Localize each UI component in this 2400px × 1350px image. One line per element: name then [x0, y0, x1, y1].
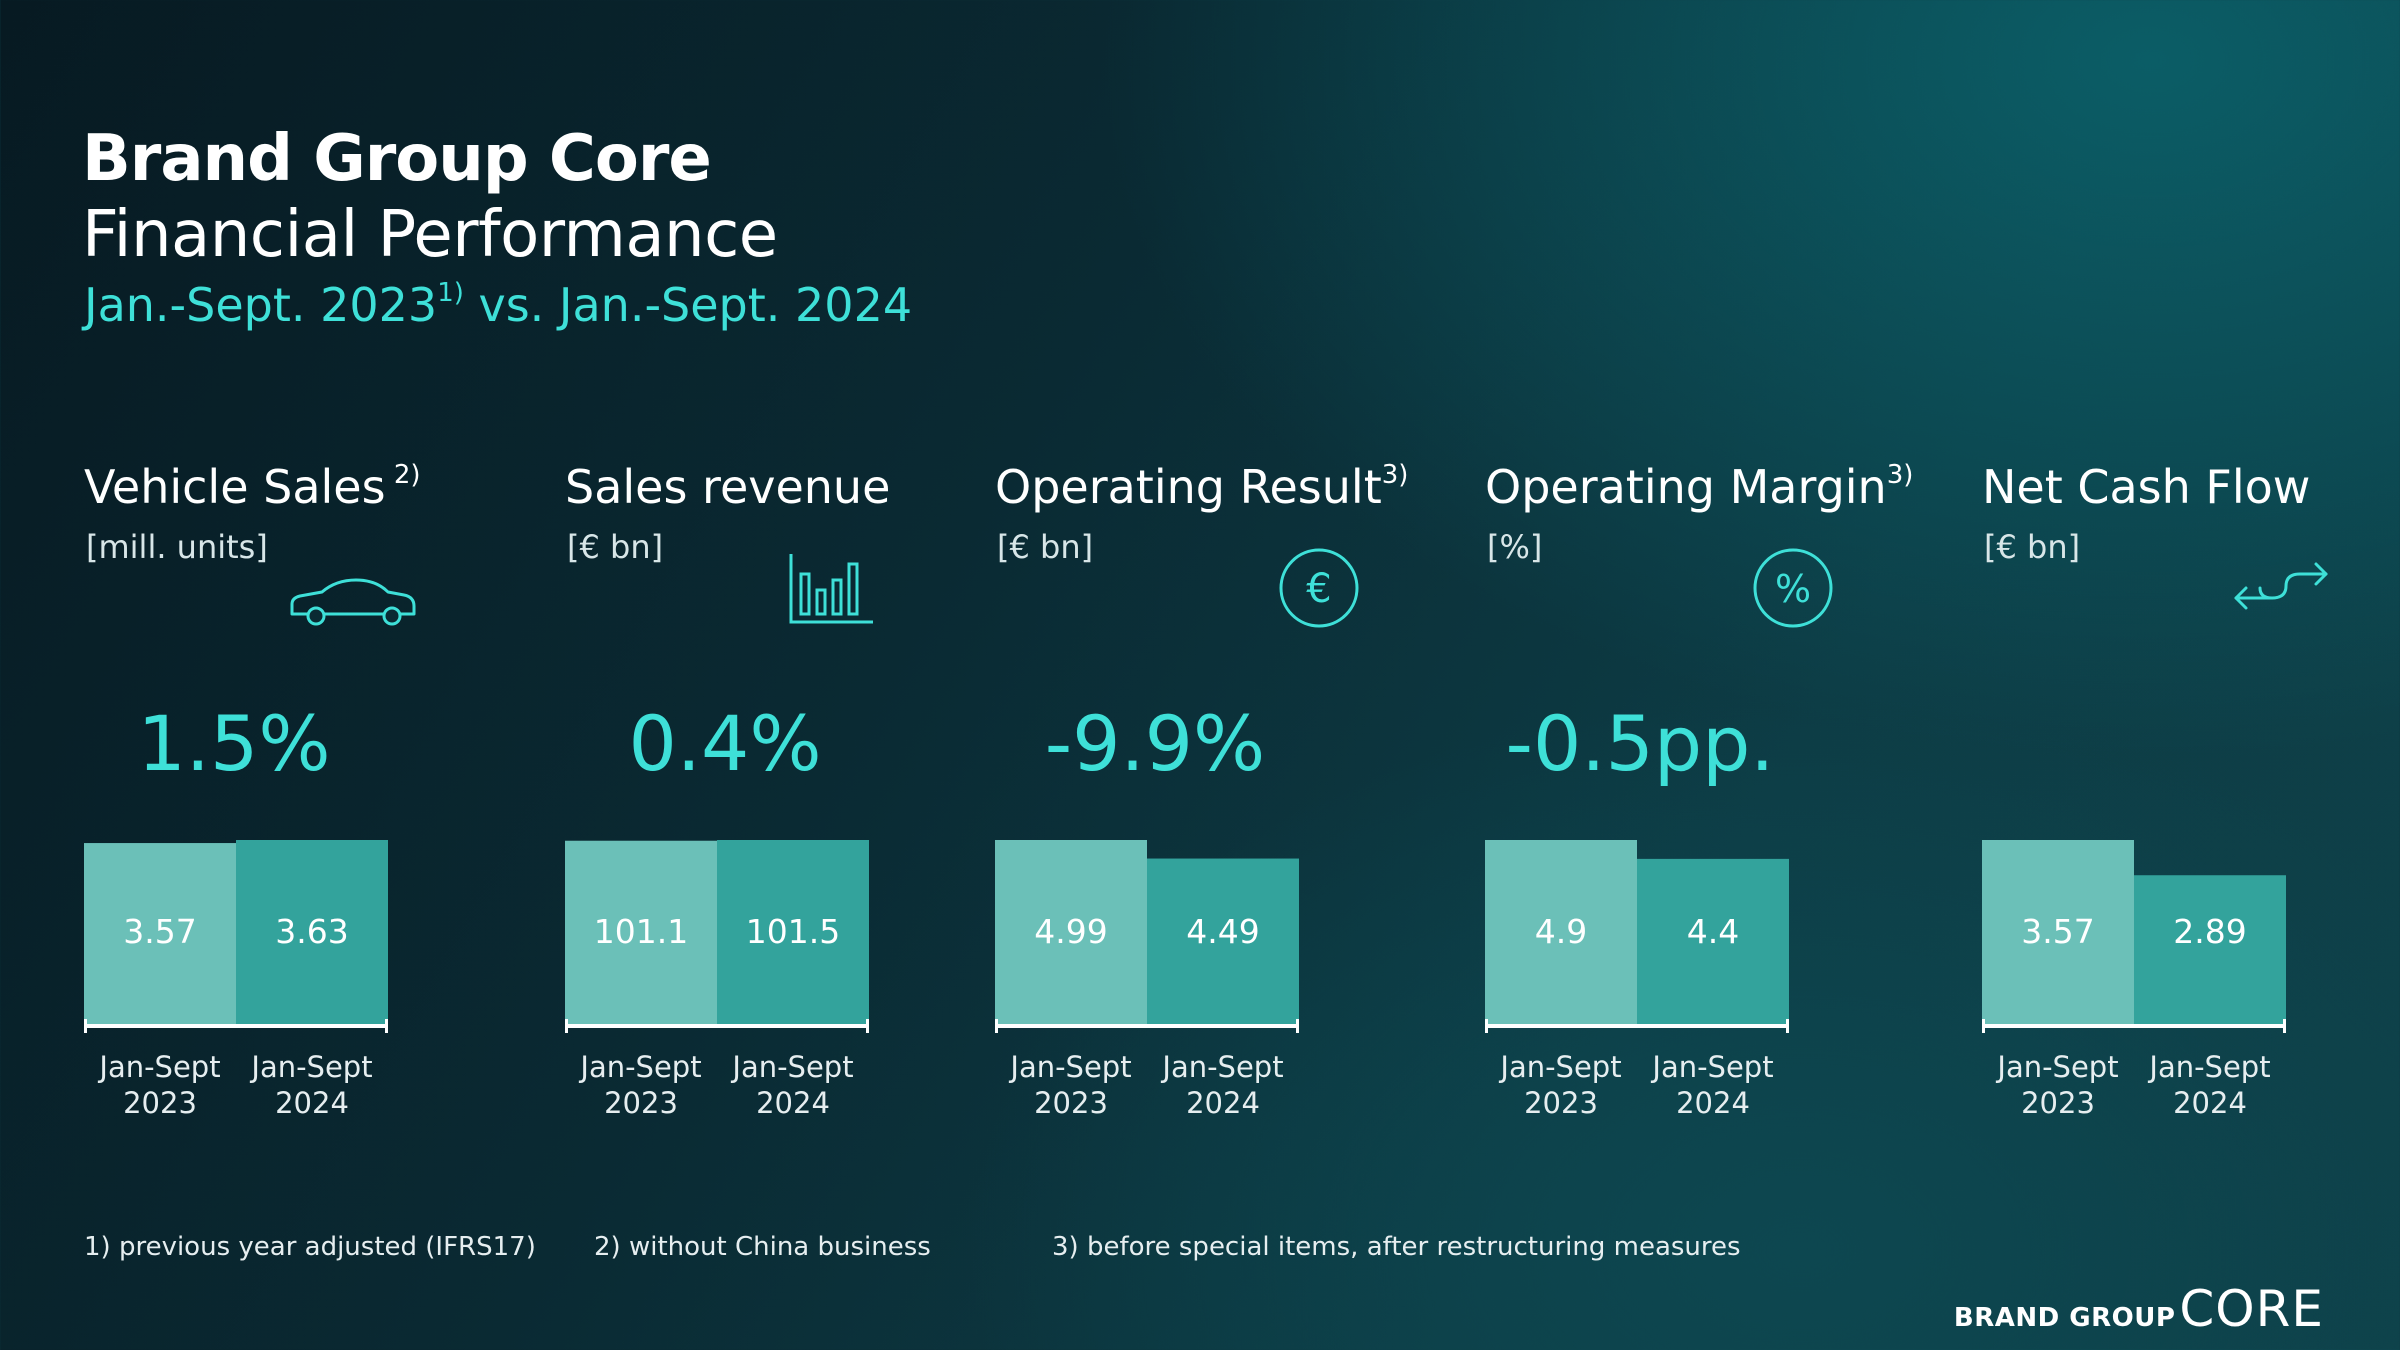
- category-label: Jan-Sept: [1650, 1050, 1773, 1084]
- category-label: Jan-Sept: [2147, 1050, 2270, 1084]
- category-label: Jan-Sept: [97, 1050, 220, 1084]
- period-prefix: Jan.-Sept. 2023: [84, 278, 438, 332]
- change-label: 1.5%: [137, 699, 330, 788]
- category-label: Jan-Sept: [1160, 1050, 1283, 1084]
- panel-unit: [€ bn]: [997, 528, 1094, 566]
- sales-revenue-panel: Sales revenue [€ bn] 0.4% 101.1 Jan-Sept 20…: [565, 440, 1005, 1140]
- panel-title-footnote: 3): [1886, 460, 1914, 490]
- category-label: Jan-Sept: [1008, 1050, 1131, 1084]
- page-title: Brand Group Core: [82, 122, 712, 196]
- category-label: 2024: [275, 1086, 349, 1120]
- period-footnote-ref: 1): [437, 278, 464, 308]
- panel-title: Operating Margin3): [1485, 460, 1913, 514]
- bar-value-label: 4.9: [1535, 912, 1587, 951]
- panel-title: Net Cash Flow: [1982, 460, 2310, 514]
- bar-2023: [995, 840, 1147, 1025]
- svg-text:%: %: [1775, 567, 1811, 611]
- footnote-3: 3) before special items, after restructu…: [1052, 1232, 1741, 1262]
- change-label: -9.9%: [1045, 699, 1266, 788]
- bar-2024: [1147, 858, 1299, 1025]
- panel-unit: [€ bn]: [1984, 528, 2081, 566]
- vehicle-sales-panel: Vehicle Sales 2) [mill. units] 1.5% 3.57 J…: [84, 440, 524, 1140]
- footnote-2: 2) without China business: [594, 1232, 931, 1262]
- change-label: -0.5pp.: [1506, 699, 1775, 788]
- euro-icon: €: [1279, 548, 1359, 628]
- panel-title-text: Sales revenue: [565, 460, 891, 514]
- bar-value-label: 2.89: [2173, 912, 2246, 951]
- brand-prefix: BRAND GROUP: [1953, 1303, 2176, 1333]
- panel-title: Operating Result3): [995, 460, 1408, 514]
- bar-value-label: 101.1: [594, 912, 688, 951]
- car-icon: [290, 578, 416, 626]
- bar-2024: [236, 840, 388, 1025]
- panel-title-text: Net Cash Flow: [1982, 460, 2311, 514]
- brand-name: CORE: [2179, 1280, 2324, 1338]
- brand-logo: BRAND GROUPCORE: [1954, 1280, 2324, 1338]
- cash-flow-icon: [2234, 562, 2328, 610]
- footnote-1: 1) previous year adjusted (IFRS17): [84, 1232, 536, 1262]
- change-label: 0.4%: [628, 699, 821, 788]
- bar-2023: [565, 840, 717, 1025]
- bar-2023: [84, 843, 236, 1025]
- bar-value-label: 3.57: [2021, 912, 2094, 951]
- panel-title-text: Vehicle Sales: [84, 460, 386, 514]
- bar-2023: [1982, 840, 2134, 1025]
- bar-value-label: 3.63: [275, 912, 348, 951]
- bar-2024: [717, 840, 869, 1025]
- svg-text:€: €: [1306, 566, 1331, 612]
- category-label: Jan-Sept: [1498, 1050, 1621, 1084]
- bar-value-label: 101.5: [746, 912, 840, 951]
- category-label: 2023: [1034, 1086, 1108, 1120]
- bar-value-label: 3.57: [123, 912, 196, 951]
- category-label: 2024: [1186, 1086, 1260, 1120]
- category-label: 2023: [123, 1086, 197, 1120]
- period-suffix: vs. Jan.-Sept. 2024: [463, 278, 913, 332]
- bar-value-label: 4.4: [1687, 912, 1739, 951]
- period-label: Jan.-Sept. 20231) vs. Jan.-Sept. 2024: [84, 278, 912, 332]
- category-label: Jan-Sept: [578, 1050, 701, 1084]
- category-label: 2024: [1676, 1086, 1750, 1120]
- panel-title-text: Operating Result: [995, 460, 1382, 514]
- panel-title-footnote: 3): [1381, 460, 1409, 490]
- bar-value-label: 4.49: [1186, 912, 1259, 951]
- operating-margin-panel: Operating Margin3) [%] % -0.5pp. 4.9 Jan-S…: [1485, 440, 1925, 1140]
- net-cash-flow-panel: Net Cash Flow [€ bn] 3.57 Jan-Sept 2023 2.8…: [1982, 440, 2400, 1140]
- category-label: Jan-Sept: [1995, 1050, 2118, 1084]
- operating-result-panel: Operating Result3) [€ bn] € -9.9% 4.99 Jan…: [995, 440, 1435, 1140]
- category-label: 2024: [2173, 1086, 2247, 1120]
- page-subtitle: Financial Performance: [82, 198, 778, 272]
- category-label: 2023: [1524, 1086, 1598, 1120]
- category-label: Jan-Sept: [730, 1050, 853, 1084]
- category-label: 2023: [2021, 1086, 2095, 1120]
- percent-icon: %: [1753, 548, 1833, 628]
- bar-value-label: 4.99: [1034, 912, 1107, 951]
- category-label: 2023: [604, 1086, 678, 1120]
- panel-title-text: Operating Margin: [1485, 460, 1887, 514]
- panel-title: Vehicle Sales 2): [84, 460, 421, 514]
- panel-title-footnote: 2): [385, 460, 421, 490]
- bar-chart-icon: [789, 554, 873, 624]
- bar-2024: [2134, 875, 2286, 1025]
- panel-unit: [mill. units]: [86, 528, 268, 566]
- category-label: Jan-Sept: [249, 1050, 372, 1084]
- bar-2023: [1485, 840, 1637, 1025]
- panel-unit: [%]: [1487, 528, 1543, 566]
- bar-2024: [1637, 858, 1789, 1025]
- panel-title: Sales revenue: [565, 460, 890, 514]
- panel-unit: [€ bn]: [567, 528, 664, 566]
- category-label: 2024: [756, 1086, 830, 1120]
